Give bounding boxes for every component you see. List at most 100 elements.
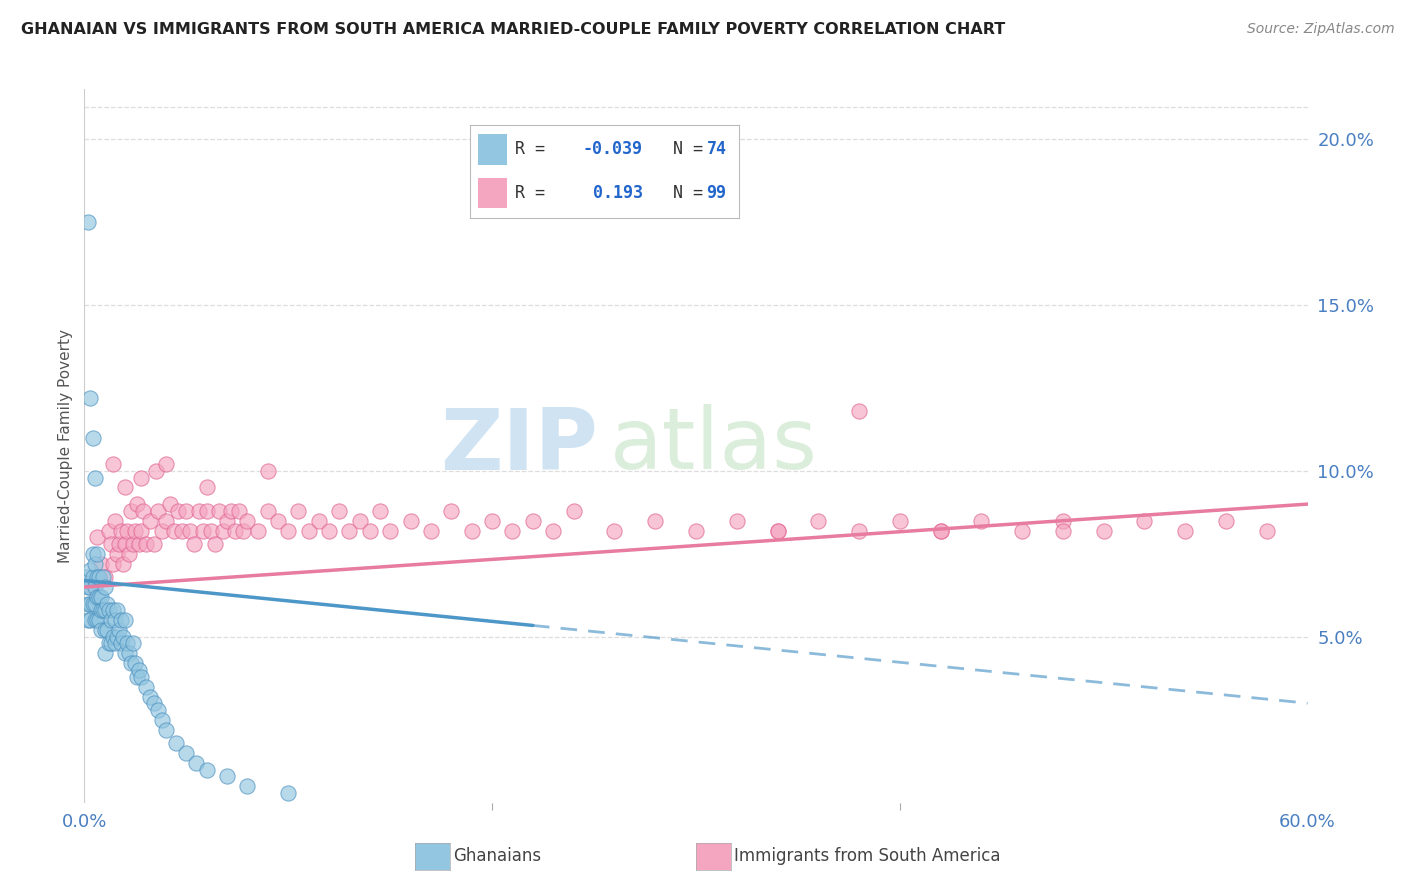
Point: [848, 404, 870, 418]
Point: [93, 580, 117, 594]
Point: [725, 514, 748, 528]
Point: [86, 530, 108, 544]
Point: [236, 514, 259, 528]
Point: [349, 514, 371, 528]
Point: [150, 524, 173, 538]
Point: [217, 514, 239, 528]
Text: atlas: atlas: [610, 404, 818, 488]
Text: Immigrants from South America: Immigrants from South America: [734, 847, 1001, 865]
Point: [114, 647, 136, 661]
Point: [77, 613, 100, 627]
Point: [195, 763, 218, 777]
Point: [122, 636, 145, 650]
Point: [87, 613, 110, 627]
Point: [298, 524, 321, 538]
Point: [461, 524, 484, 538]
Point: [481, 514, 503, 528]
Point: [807, 514, 830, 528]
Point: [77, 597, 100, 611]
Point: [142, 537, 165, 551]
Point: [120, 657, 142, 671]
Point: [399, 514, 422, 528]
Point: [101, 457, 124, 471]
Point: [96, 597, 118, 611]
Point: [191, 524, 214, 538]
Point: [224, 524, 246, 538]
Point: [1215, 514, 1237, 528]
Point: [368, 504, 391, 518]
Point: [86, 570, 108, 584]
Point: [766, 524, 789, 538]
Point: [167, 504, 190, 518]
Point: [124, 524, 146, 538]
Point: [195, 481, 218, 495]
Point: [83, 597, 105, 611]
Point: [93, 603, 117, 617]
Point: [135, 680, 157, 694]
Point: [1052, 514, 1074, 528]
Point: [970, 514, 993, 528]
Point: [122, 537, 145, 551]
Point: [100, 537, 122, 551]
Point: [90, 557, 112, 571]
Point: [318, 524, 340, 538]
Point: [1011, 524, 1033, 538]
Point: [131, 524, 153, 538]
Point: [929, 524, 952, 538]
Point: [104, 613, 127, 627]
Point: [82, 547, 104, 561]
Point: [146, 504, 169, 518]
Point: [204, 537, 226, 551]
Point: [603, 524, 626, 538]
Bar: [478, 178, 508, 209]
Point: [1133, 514, 1156, 528]
Point: [79, 564, 101, 578]
Text: GHANAIAN VS IMMIGRANTS FROM SOUTH AMERICA MARRIED-COUPLE FAMILY POVERTY CORRELAT: GHANAIAN VS IMMIGRANTS FROM SOUTH AMERIC…: [21, 22, 1005, 37]
Point: [212, 524, 235, 538]
Point: [105, 630, 128, 644]
Point: [93, 570, 117, 584]
Point: [267, 514, 290, 528]
Point: [108, 624, 131, 638]
Point: [163, 524, 186, 538]
Point: [91, 603, 114, 617]
Point: [104, 514, 127, 528]
Point: [112, 630, 135, 644]
Point: [1052, 524, 1074, 538]
Point: [138, 514, 160, 528]
Point: [848, 524, 870, 538]
Point: [118, 647, 141, 661]
Point: [1092, 524, 1115, 538]
Point: [142, 696, 165, 710]
Point: [562, 504, 585, 518]
Point: [114, 613, 136, 627]
Point: [155, 514, 177, 528]
Point: [138, 690, 160, 704]
Point: [685, 524, 707, 538]
Point: [82, 597, 104, 611]
Text: 0.193: 0.193: [582, 184, 643, 202]
Point: [522, 514, 544, 528]
Point: [246, 524, 269, 538]
Point: [82, 580, 104, 594]
Point: [380, 524, 402, 538]
Point: [145, 464, 167, 478]
Point: [132, 504, 155, 518]
Point: [172, 524, 194, 538]
Point: [90, 624, 112, 638]
Text: -0.039: -0.039: [582, 140, 643, 158]
Point: [79, 580, 101, 594]
Point: [120, 504, 142, 518]
Text: N =: N =: [652, 140, 713, 158]
Point: [93, 647, 117, 661]
Point: [93, 624, 117, 638]
Point: [77, 215, 100, 229]
Point: [79, 613, 101, 627]
Point: [257, 464, 280, 478]
Point: [543, 524, 565, 538]
Point: [186, 756, 208, 770]
Point: [124, 657, 146, 671]
Point: [96, 624, 118, 638]
Point: [644, 514, 666, 528]
Point: [91, 570, 114, 584]
